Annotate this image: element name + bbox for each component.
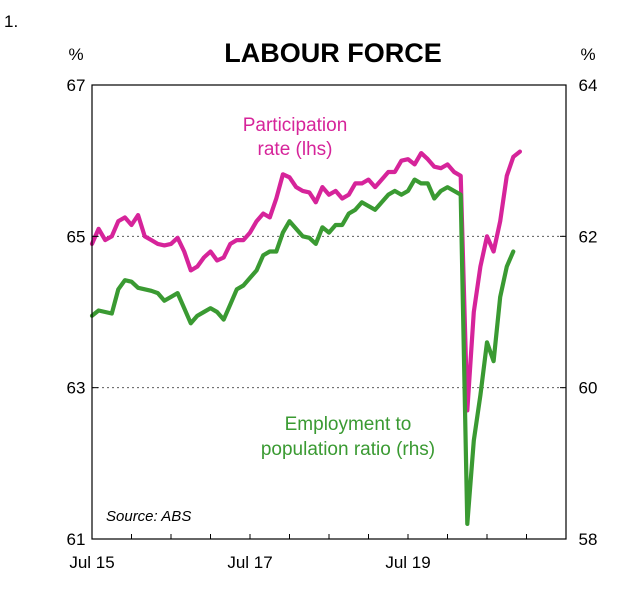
left-tick-label-63: 63 xyxy=(67,379,86,398)
participation-label-line-1: Participation xyxy=(243,115,348,136)
x-tick-label-jul-17: Jul 17 xyxy=(227,553,272,572)
right-tick-label-62: 62 xyxy=(579,227,598,246)
left-tick-label-61: 61 xyxy=(67,530,86,549)
left-tick-label-65: 65 xyxy=(67,227,86,246)
right-axis-labels: 58 60 62 64 xyxy=(579,76,598,549)
employment-ratio-label: Employment to population ratio (rhs) xyxy=(261,414,435,460)
left-tick-label-67: 67 xyxy=(67,76,86,95)
right-tick-label-64: 64 xyxy=(579,76,598,95)
left-axis-labels: 61 63 65 67 xyxy=(67,76,86,549)
employment-label-line-2: population ratio (rhs) xyxy=(261,439,435,460)
axis-ticks xyxy=(91,84,567,540)
employment-label-line-1: Employment to xyxy=(285,414,412,435)
x-tick-label-jul-15: Jul 15 xyxy=(69,553,114,572)
x-tick-label-jul-19: Jul 19 xyxy=(385,553,430,572)
participation-label-line-2: rate (lhs) xyxy=(258,139,333,160)
series-layer xyxy=(89,149,523,527)
x-axis-labels: Jul 15 Jul 17 Jul 19 xyxy=(69,553,430,572)
source-note: Source: ABS xyxy=(106,508,191,525)
employment-ratio-line xyxy=(89,177,516,527)
figure-number: 1. xyxy=(4,12,18,31)
right-axis-unit: % xyxy=(580,45,595,64)
participation-rate-label: Participation rate (lhs) xyxy=(243,115,348,160)
right-tick-label-58: 58 xyxy=(579,530,598,549)
gridlines xyxy=(92,235,566,389)
left-axis-unit: % xyxy=(68,45,83,64)
chart-title: LABOUR FORCE xyxy=(224,38,442,68)
participation-rate-line xyxy=(89,149,523,413)
right-tick-label-60: 60 xyxy=(579,379,598,398)
